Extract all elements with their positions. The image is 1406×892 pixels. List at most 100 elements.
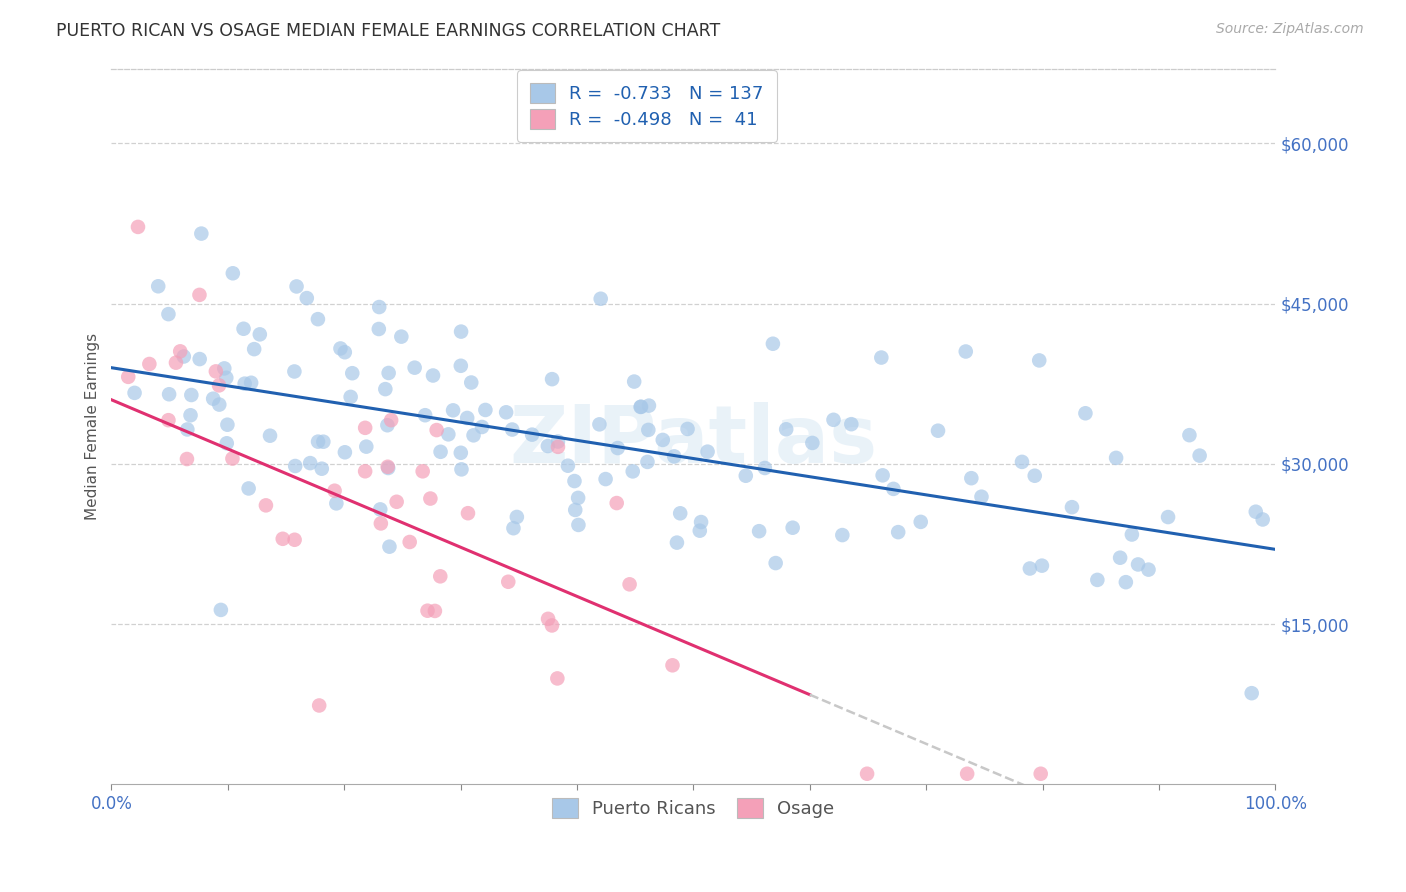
Point xyxy=(232,322,254,336)
Point xyxy=(1109,550,1132,565)
Point xyxy=(450,325,472,339)
Point xyxy=(955,344,977,359)
Point xyxy=(872,468,894,483)
Point xyxy=(221,451,243,466)
Point xyxy=(176,452,198,467)
Point xyxy=(471,420,494,434)
Point xyxy=(214,361,236,376)
Point xyxy=(541,372,564,386)
Point xyxy=(308,698,330,713)
Point xyxy=(249,327,271,342)
Point xyxy=(676,422,699,436)
Point xyxy=(1244,505,1267,519)
Point xyxy=(537,439,560,453)
Point xyxy=(311,461,333,475)
Point xyxy=(426,423,449,437)
Point xyxy=(254,499,277,513)
Point xyxy=(243,342,266,356)
Point xyxy=(595,472,617,486)
Point xyxy=(165,356,187,370)
Point xyxy=(157,413,180,427)
Point xyxy=(437,427,460,442)
Point xyxy=(541,618,564,632)
Point xyxy=(1121,527,1143,541)
Point xyxy=(870,351,893,365)
Point xyxy=(412,464,434,478)
Point xyxy=(839,417,862,432)
Point xyxy=(690,515,713,529)
Point xyxy=(775,422,797,436)
Point xyxy=(377,418,399,433)
Point xyxy=(325,496,347,510)
Point xyxy=(385,495,408,509)
Point xyxy=(638,399,661,413)
Point xyxy=(215,370,238,384)
Point xyxy=(416,604,439,618)
Point xyxy=(782,521,804,535)
Point xyxy=(651,433,673,447)
Point xyxy=(176,422,198,436)
Point xyxy=(463,428,485,442)
Point xyxy=(429,569,451,583)
Point xyxy=(271,532,294,546)
Point xyxy=(342,366,364,380)
Point xyxy=(856,766,879,780)
Point xyxy=(259,428,281,442)
Point xyxy=(188,352,211,367)
Point xyxy=(1028,353,1050,368)
Point xyxy=(217,417,239,432)
Point xyxy=(138,357,160,371)
Point xyxy=(537,612,560,626)
Point xyxy=(173,350,195,364)
Point xyxy=(689,524,711,538)
Point xyxy=(205,364,228,378)
Point xyxy=(546,672,568,686)
Point xyxy=(474,403,496,417)
Point xyxy=(547,440,569,454)
Point xyxy=(606,496,628,510)
Point xyxy=(377,366,399,380)
Point xyxy=(823,413,845,427)
Point xyxy=(148,279,170,293)
Point xyxy=(457,506,479,520)
Point xyxy=(367,322,389,336)
Point xyxy=(567,491,589,505)
Point xyxy=(354,464,377,478)
Point xyxy=(398,535,420,549)
Point xyxy=(378,540,401,554)
Point xyxy=(202,392,225,406)
Point xyxy=(637,455,659,469)
Point xyxy=(450,462,472,476)
Point xyxy=(1024,468,1046,483)
Point xyxy=(312,434,335,449)
Point xyxy=(669,506,692,520)
Point xyxy=(665,535,688,549)
Point xyxy=(520,427,543,442)
Point xyxy=(299,456,322,470)
Point xyxy=(496,574,519,589)
Legend: Puerto Ricans, Osage: Puerto Ricans, Osage xyxy=(546,791,842,825)
Point xyxy=(1011,455,1033,469)
Point xyxy=(404,360,426,375)
Point xyxy=(589,292,612,306)
Point xyxy=(910,515,932,529)
Point xyxy=(696,444,718,458)
Point xyxy=(180,409,202,423)
Point xyxy=(333,445,356,459)
Point xyxy=(307,312,329,326)
Point xyxy=(630,400,652,414)
Point xyxy=(927,424,949,438)
Point xyxy=(380,413,402,427)
Point xyxy=(285,279,308,293)
Point xyxy=(567,517,589,532)
Point xyxy=(661,658,683,673)
Point xyxy=(283,364,305,378)
Point xyxy=(501,423,523,437)
Point xyxy=(389,329,412,343)
Point xyxy=(370,516,392,531)
Point xyxy=(960,471,983,485)
Point xyxy=(450,359,472,373)
Point xyxy=(354,421,377,435)
Point xyxy=(215,436,238,450)
Point xyxy=(502,521,524,535)
